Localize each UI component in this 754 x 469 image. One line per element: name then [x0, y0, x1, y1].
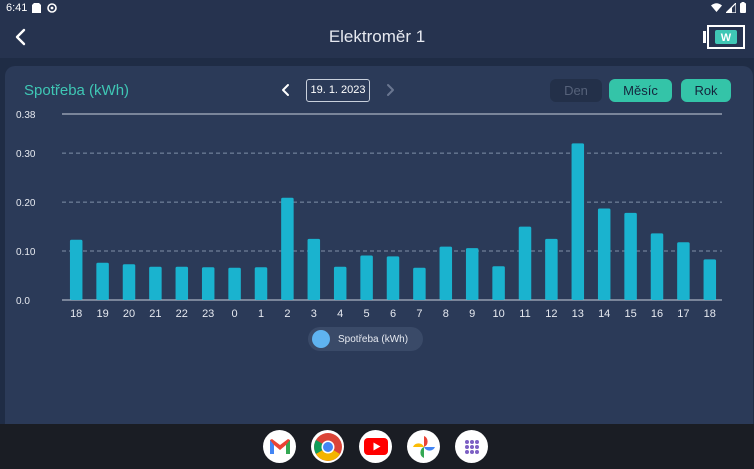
- legend-label: Spotřeba (kWh): [338, 333, 409, 345]
- bar: [677, 242, 690, 300]
- app-dock: [263, 430, 488, 463]
- bar: [650, 233, 664, 300]
- y-tick-label: 0.20: [16, 198, 36, 209]
- bar: [360, 255, 373, 300]
- status-bar: 6:41: [0, 0, 754, 18]
- y-tick-label: 0.30: [16, 149, 36, 160]
- bar: [175, 266, 189, 300]
- previous-date-chevron-icon[interactable]: [278, 82, 294, 98]
- x-tick-label: 6: [390, 308, 396, 320]
- bar: [571, 143, 585, 300]
- bar: [703, 259, 717, 300]
- youtube-icon: [363, 438, 388, 455]
- gmail-app[interactable]: [263, 430, 296, 463]
- x-tick-label: 15: [624, 308, 636, 320]
- gmail-icon: [269, 439, 290, 454]
- page-title: Elektroměr 1: [328, 27, 426, 46]
- x-tick-label: 16: [651, 308, 663, 320]
- back-arrow-icon[interactable]: [10, 26, 32, 48]
- app-drawer[interactable]: [455, 430, 488, 463]
- bar: [518, 226, 532, 300]
- bar: [96, 262, 109, 300]
- bar: [201, 267, 215, 300]
- bar: [149, 266, 162, 300]
- bar: [465, 248, 479, 300]
- chrome-icon: [313, 432, 342, 461]
- x-tick-label: 19: [96, 308, 108, 320]
- x-tick-label: 22: [176, 308, 188, 320]
- x-tick-label: 21: [149, 308, 161, 320]
- bar: [439, 246, 453, 300]
- bar: [624, 212, 637, 300]
- status-time: 6:41: [6, 2, 28, 14]
- x-tick-label: 0: [232, 308, 238, 320]
- x-tick-label: 5: [364, 308, 370, 320]
- x-tick-label: 10: [492, 308, 504, 320]
- legend-swatch: [312, 330, 330, 348]
- x-tick-label: 20: [123, 308, 135, 320]
- bar: [228, 267, 241, 300]
- x-tick-label: 11: [519, 308, 530, 320]
- bar: [597, 208, 611, 300]
- x-tick-label: 18: [704, 308, 716, 320]
- y-tick-label: 0.0: [16, 296, 30, 307]
- chart-legend[interactable]: Spotřeba (kWh): [308, 327, 423, 351]
- bar: [333, 266, 347, 300]
- x-tick-label: 3: [311, 308, 317, 320]
- x-tick-label: 7: [416, 308, 422, 320]
- period-day-button[interactable]: Den: [550, 79, 602, 102]
- cellular-signal-icon: [726, 2, 736, 13]
- bar: [307, 238, 321, 300]
- wifi-icon: [711, 2, 722, 12]
- photos-app[interactable]: [407, 430, 440, 463]
- x-tick-label: 2: [284, 308, 290, 320]
- next-date-chevron-icon[interactable]: [382, 82, 398, 98]
- y-tick-label: 0.10: [16, 247, 36, 258]
- chart-title: Spotřeba (kWh): [24, 82, 130, 99]
- bar: [492, 266, 505, 300]
- bar: [281, 197, 294, 300]
- sim-card-icon: [32, 3, 41, 13]
- brand-logo-letter: W: [721, 32, 732, 44]
- x-tick-label: 9: [469, 308, 475, 320]
- date-picker[interactable]: 19. 1. 2023: [306, 79, 370, 102]
- period-year-button[interactable]: Rok: [681, 79, 731, 102]
- brand-logo[interactable]: W: [703, 25, 745, 49]
- x-tick-label: 17: [677, 308, 689, 320]
- battery-icon: [740, 2, 746, 13]
- x-tick-label: 4: [337, 308, 343, 320]
- settings-gear-icon: [47, 3, 57, 13]
- x-tick-label: 12: [545, 308, 557, 320]
- period-month-button[interactable]: Měsíc: [609, 79, 672, 102]
- x-tick-label: 18: [70, 308, 82, 320]
- chrome-app[interactable]: [311, 430, 344, 463]
- app-bar: Elektroměr 1 W: [0, 18, 754, 58]
- x-tick-label: 8: [443, 308, 449, 320]
- y-tick-label: 0.38: [16, 110, 36, 121]
- bar: [69, 239, 83, 300]
- bar: [413, 267, 426, 300]
- bar: [122, 264, 136, 300]
- x-tick-label: 14: [598, 308, 610, 320]
- x-tick-label: 23: [202, 308, 214, 320]
- x-tick-label: 13: [572, 308, 584, 320]
- bar: [386, 256, 400, 300]
- photos-icon: [412, 435, 435, 458]
- youtube-app[interactable]: [359, 430, 392, 463]
- bar: [545, 238, 558, 300]
- bar: [254, 267, 268, 300]
- x-tick-label: 1: [258, 308, 264, 320]
- app-drawer-icon: [464, 439, 479, 454]
